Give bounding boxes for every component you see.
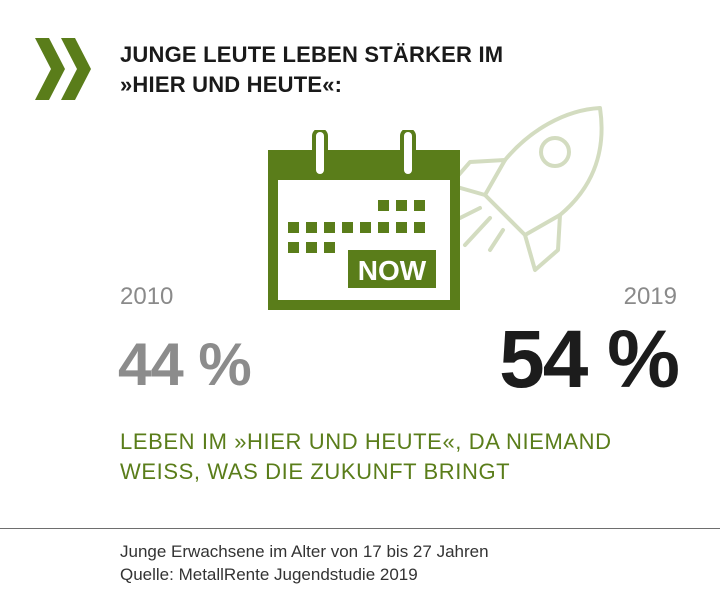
statement-line-2: WEISS, WAS DIE ZUKUNFT BRINGT	[120, 459, 511, 484]
title-line-2: »HIER UND HEUTE«:	[120, 72, 343, 97]
title-line-1: JUNGE LEUTE LEBEN STÄRKER IM	[120, 42, 504, 67]
footer-line-1: Junge Erwachsene im Alter von 17 bis 27 …	[120, 542, 489, 561]
percentage-2010: 44 %	[118, 331, 252, 398]
statement-text: LEBEN IM »HIER UND HEUTE«, DA NIEMAND WE…	[120, 427, 700, 487]
divider	[0, 528, 720, 529]
page-title: JUNGE LEUTE LEBEN STÄRKER IM »HIER UND H…	[120, 40, 640, 100]
source-footer: Junge Erwachsene im Alter von 17 bis 27 …	[120, 540, 700, 586]
year-2010-label: 2010	[120, 283, 174, 310]
calendar-now-label: NOW	[358, 255, 427, 286]
statement-line-1: LEBEN IM »HIER UND HEUTE«, DA NIEMAND	[120, 429, 612, 454]
calendar-icon: NOW	[268, 130, 460, 310]
year-2019-label: 2019	[623, 283, 677, 310]
rocket-icon	[448, 106, 604, 272]
percentage-2019: 54 %	[499, 314, 680, 405]
double-chevron-icon	[35, 38, 91, 100]
footer-line-2: Quelle: MetallRente Jugendstudie 2019	[120, 565, 418, 584]
